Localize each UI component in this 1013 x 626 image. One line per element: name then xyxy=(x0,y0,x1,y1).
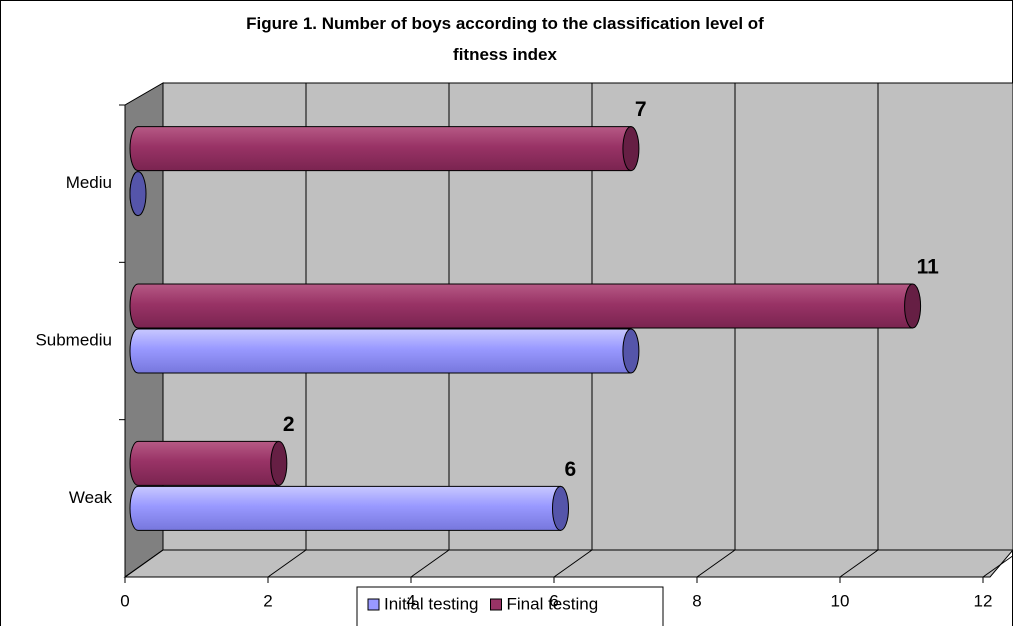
floor xyxy=(123,549,1013,578)
x-tick-label: 8 xyxy=(692,591,701,610)
x-tick-label: 4 xyxy=(406,591,415,610)
legend-label: Initial testing xyxy=(384,594,479,613)
y-tick-label: Weak xyxy=(69,488,113,507)
x-tick-label: 0 xyxy=(120,591,129,610)
bar-cap xyxy=(904,283,922,329)
bar-cap xyxy=(270,440,288,486)
chart-title-text: Figure 1. Number of boys according to th… xyxy=(246,14,764,64)
grid-line xyxy=(124,549,164,578)
y-tick-label: Submediu xyxy=(35,330,112,349)
bar-cap xyxy=(622,328,640,374)
data-label: 7 xyxy=(635,98,647,121)
grid-line xyxy=(410,549,450,578)
data-label: 11 xyxy=(917,256,940,279)
legend-label: Final testing xyxy=(507,594,599,613)
data-label: 2 xyxy=(283,413,295,436)
bar xyxy=(129,440,280,486)
legend-swatch xyxy=(490,598,502,611)
grid-line xyxy=(696,549,736,578)
bar-cap xyxy=(129,171,147,217)
legend-swatch xyxy=(367,598,380,611)
grid-line xyxy=(982,555,1013,578)
x-tick-label: 2 xyxy=(263,591,272,610)
bar-cap xyxy=(552,485,569,531)
grid-line xyxy=(267,549,307,578)
bar-cap xyxy=(622,126,640,172)
bar xyxy=(129,485,561,531)
bar xyxy=(129,283,914,329)
grid-line xyxy=(553,549,593,578)
legend xyxy=(356,586,664,626)
bar xyxy=(129,126,632,172)
grid-line xyxy=(839,549,879,578)
x-tick-label: 12 xyxy=(974,591,993,610)
data-label: 6 xyxy=(565,458,577,481)
bar xyxy=(129,328,632,374)
x-tick-label: 6 xyxy=(549,591,558,610)
chart-title: Figure 1. Number of boys according to th… xyxy=(246,14,764,64)
x-tick-label: 10 xyxy=(831,591,850,610)
y-tick-label: Mediu xyxy=(66,173,112,192)
